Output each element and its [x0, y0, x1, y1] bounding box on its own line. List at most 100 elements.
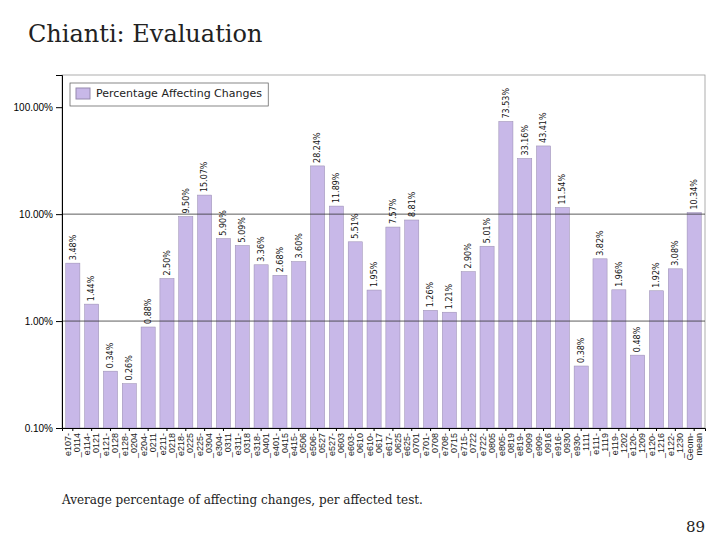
data-label: 2.68%	[276, 246, 285, 272]
x-tick-mark	[600, 428, 601, 431]
x-tick-label: e107-_0114	[63, 433, 82, 458]
data-label: 0.34%	[106, 342, 115, 368]
x-tick: e625-_0701	[402, 428, 421, 459]
data-label: 5.51%	[351, 213, 360, 239]
x-tick-mark	[279, 428, 280, 431]
bar	[235, 245, 249, 428]
bar	[424, 310, 438, 428]
data-label: 0.88%	[144, 298, 153, 324]
data-label: 0.38%	[577, 337, 586, 363]
x-tick-label: e304-_0311	[214, 433, 233, 458]
y-tick-mark	[56, 107, 62, 108]
x-tick: e603-_0610	[346, 428, 365, 459]
x-tick-mark	[392, 428, 393, 431]
x-tick-mark	[223, 428, 224, 431]
data-label: 73.53%	[502, 88, 511, 119]
x-tick-label: e415-_0506	[289, 433, 308, 459]
data-label: 10.34%	[690, 179, 699, 210]
data-label: 11.54%	[558, 174, 567, 205]
x-tick-mark	[110, 428, 111, 431]
x-tick: e122-_1230	[666, 428, 685, 459]
x-tick-label: e121-_0128	[101, 433, 120, 459]
reference-line	[62, 321, 705, 322]
x-tick-label: e708-_0715	[440, 433, 459, 459]
x-tick-label: e527-_0603	[327, 433, 346, 459]
x-tick-mark	[524, 428, 525, 431]
bar	[480, 246, 494, 428]
x-tick-mark	[355, 428, 356, 431]
chart: Chianti: Evaluation0.10%1.00%10.00%100.0…	[0, 0, 720, 540]
x-tick: e715-_0722	[459, 428, 478, 459]
bar	[574, 366, 588, 428]
x-tick: e111-_1119	[591, 428, 610, 458]
x-tick: e318-_0401	[252, 428, 271, 459]
bar	[66, 263, 80, 428]
bar	[442, 312, 456, 428]
data-label: 1.26%	[426, 282, 435, 308]
x-tick: e805-_0819	[497, 428, 516, 459]
data-label: 3.48%	[69, 234, 78, 260]
y-tick-mark	[56, 428, 62, 429]
data-label: 15.07%	[200, 161, 209, 192]
bar	[593, 259, 607, 428]
bar	[179, 217, 193, 428]
x-tick-mark	[242, 428, 243, 431]
data-label: 1.44%	[87, 275, 96, 301]
bar	[612, 290, 626, 428]
data-label: 9.50%	[182, 188, 191, 214]
bar	[405, 220, 419, 428]
x-tick: e120-_1216	[647, 428, 666, 459]
data-label: 1.92%	[652, 262, 661, 288]
legend-box	[70, 83, 268, 106]
title: Chianti: Evaluation	[28, 20, 262, 48]
x-tick-label: e722-_0805	[478, 433, 497, 459]
plot: 0.10%1.00%10.00%100.00%e107-_0114e114-_0…	[14, 75, 706, 461]
x-tick-mark	[204, 428, 205, 431]
x-tick: e304-_0311	[214, 428, 233, 458]
y-axis-line	[56, 76, 63, 429]
x-tick: e708-_0715	[440, 428, 459, 459]
x-tick-label: e204-_0211	[139, 433, 158, 458]
x-tick-label: e120-_1216	[647, 433, 666, 459]
x-tick-mark	[72, 428, 73, 431]
y-tick-label: 100.00%	[14, 102, 54, 113]
x-tick: e617-_0625	[384, 428, 403, 459]
x-tick: e311-_0318	[233, 428, 252, 459]
y-tick: 0.10%	[25, 423, 62, 434]
x-tick-mark	[581, 428, 582, 431]
x-tick: e401-_0415	[271, 428, 290, 459]
data-label: 3.82%	[596, 230, 605, 256]
x-axis: e107-_0114e114-_0121e121-_0128e128-_0204…	[63, 428, 706, 461]
bar	[649, 291, 663, 428]
legend: Percentage Affecting Changes	[70, 83, 268, 106]
bar	[254, 265, 268, 428]
x-tick: e120-_1209	[628, 428, 647, 459]
x-tick: e415-_0506	[289, 428, 308, 459]
x-tick: e819-_0909	[515, 428, 534, 459]
data-label: 11.89%	[332, 172, 341, 203]
data-label: 0.48%	[633, 326, 642, 352]
x-tick: e722-_0805	[478, 428, 497, 459]
x-tick-label: e617-_0625	[384, 433, 403, 459]
x-tick: e225-_0304	[195, 428, 214, 459]
x-tick-label: Geom-mean	[685, 433, 704, 461]
legend-item: Percentage Affecting Changes	[76, 87, 262, 100]
x-tick-mark	[374, 428, 375, 431]
x-tick-mark	[148, 428, 149, 431]
x-tick-label: e111-_1119	[591, 433, 610, 458]
x-tick-label: e715-_0722	[459, 433, 478, 459]
x-tick-mark	[166, 428, 167, 431]
bar	[518, 158, 532, 428]
data-label: 7.57%	[389, 198, 398, 224]
data-label: 43.41%	[539, 112, 548, 143]
data-label: 33.16%	[521, 125, 530, 156]
subtitle: Average percentage of affecting changes,…	[61, 493, 423, 507]
y-tick: 100.00%	[14, 102, 62, 113]
bar	[311, 166, 325, 428]
x-axis-line	[63, 429, 706, 432]
page-number: 89	[686, 518, 705, 536]
x-tick: e916-_0930	[553, 428, 572, 459]
x-tick-mark	[185, 428, 186, 431]
x-tick-mark	[298, 428, 299, 431]
x-tick-label: e701-_0708	[421, 433, 440, 459]
